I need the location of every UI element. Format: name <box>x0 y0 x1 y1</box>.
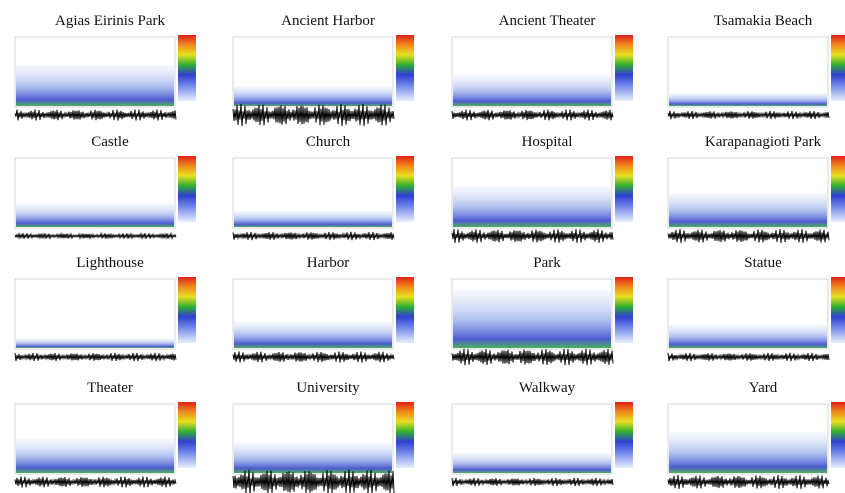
panel: Yard <box>668 380 845 489</box>
waveform <box>15 233 176 239</box>
colorbar <box>831 35 845 101</box>
panel-title: Yard <box>749 380 778 396</box>
spectrogram-band <box>669 193 827 227</box>
spectrogram-band <box>453 453 611 473</box>
colorbar <box>396 156 414 222</box>
panel: Tsamakia Beach <box>668 13 845 119</box>
spectrogram-band <box>453 186 611 227</box>
waveform <box>15 110 176 121</box>
panel-title: Hospital <box>522 134 573 150</box>
colorbar <box>396 277 414 343</box>
colorbar <box>615 156 633 222</box>
waveform <box>668 475 829 489</box>
panel: Lighthouse <box>15 255 196 361</box>
colorbar <box>831 156 845 222</box>
waveform <box>668 111 829 119</box>
colorbar <box>178 277 196 343</box>
spectrogram-band <box>234 443 392 474</box>
panel-title: Agias Eirinis Park <box>55 13 165 29</box>
colorbar <box>615 277 633 343</box>
panel-title: Tsamakia Beach <box>714 13 813 29</box>
waveform <box>668 229 829 243</box>
spectrogram-band <box>16 204 174 228</box>
panel-title: Park <box>533 255 561 271</box>
panel: Hospital <box>452 134 633 243</box>
figure: Agias Eirinis Park Ancient Harbor Ancient … <box>0 0 845 493</box>
panel-title: Ancient Theater <box>499 13 596 29</box>
panel-title: Harbor <box>307 255 349 271</box>
panel: Castle <box>15 134 196 239</box>
spectrogram-band <box>234 211 392 228</box>
panel-title: Ancient Harbor <box>281 13 375 29</box>
waveform <box>15 476 176 487</box>
panel: Statue <box>668 255 845 361</box>
spectrogram-band <box>16 339 174 349</box>
panel-title: University <box>296 380 360 396</box>
panel: Ancient Theater <box>452 13 633 121</box>
panel-title: Walkway <box>519 380 576 396</box>
colorbar <box>615 35 633 101</box>
panel-title: Castle <box>91 134 129 150</box>
spectrogram-band <box>453 76 611 107</box>
panel: Church <box>233 134 414 240</box>
spectrogram-band <box>234 321 392 348</box>
spectrogram-band <box>669 432 827 473</box>
colorbar <box>615 402 633 468</box>
colorbar <box>178 35 196 101</box>
spectrogram-band <box>669 325 827 349</box>
panel-title: Theater <box>87 380 133 396</box>
panel: Harbor <box>233 255 414 363</box>
spectrogram-band <box>669 93 827 106</box>
panel: Agias Eirinis Park <box>15 13 196 120</box>
spectrogram-band <box>16 65 174 106</box>
spectrogram-band <box>453 290 611 349</box>
panel-title: Lighthouse <box>76 255 144 271</box>
waveform <box>452 349 613 366</box>
panel-title: Statue <box>744 255 782 271</box>
colorbar <box>831 402 845 468</box>
panel-title: Karapanagioti Park <box>705 134 822 150</box>
spectrogram-band <box>234 86 392 106</box>
panel: Walkway <box>452 380 633 486</box>
panel: University <box>233 380 414 493</box>
colorbar <box>178 402 196 468</box>
colorbar <box>396 402 414 468</box>
panel-grid: Agias Eirinis Park Ancient Harbor Ancient … <box>15 13 845 493</box>
waveform <box>452 478 613 486</box>
waveform <box>668 353 829 361</box>
waveform <box>452 109 613 120</box>
panel-title: Church <box>306 134 351 150</box>
colorbar <box>396 35 414 101</box>
waveform <box>233 232 394 240</box>
waveform <box>452 229 613 243</box>
panel: Ancient Harbor <box>233 13 414 126</box>
panel: Theater <box>15 380 196 488</box>
panel: Park <box>452 255 633 365</box>
spectrogram-band <box>16 439 174 473</box>
waveform <box>233 351 394 362</box>
panel: Karapanagioti Park <box>668 134 845 243</box>
colorbar <box>178 156 196 222</box>
waveform <box>15 353 176 361</box>
colorbar <box>831 277 845 343</box>
